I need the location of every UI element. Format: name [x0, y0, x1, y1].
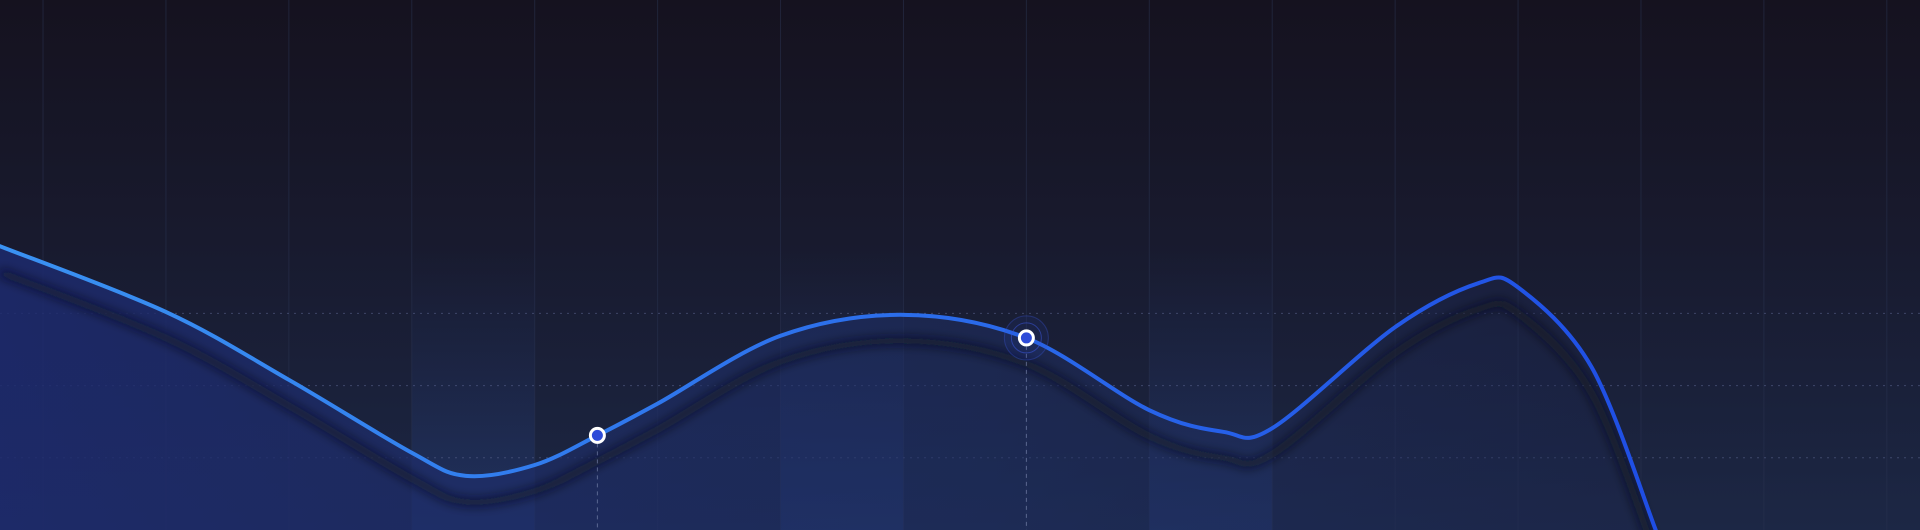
line-shadow: [0, 268, 1651, 530]
line: [0, 244, 1658, 530]
marker: [1017, 329, 1035, 347]
marker: [588, 426, 606, 444]
marker-halo: [1010, 322, 1042, 354]
